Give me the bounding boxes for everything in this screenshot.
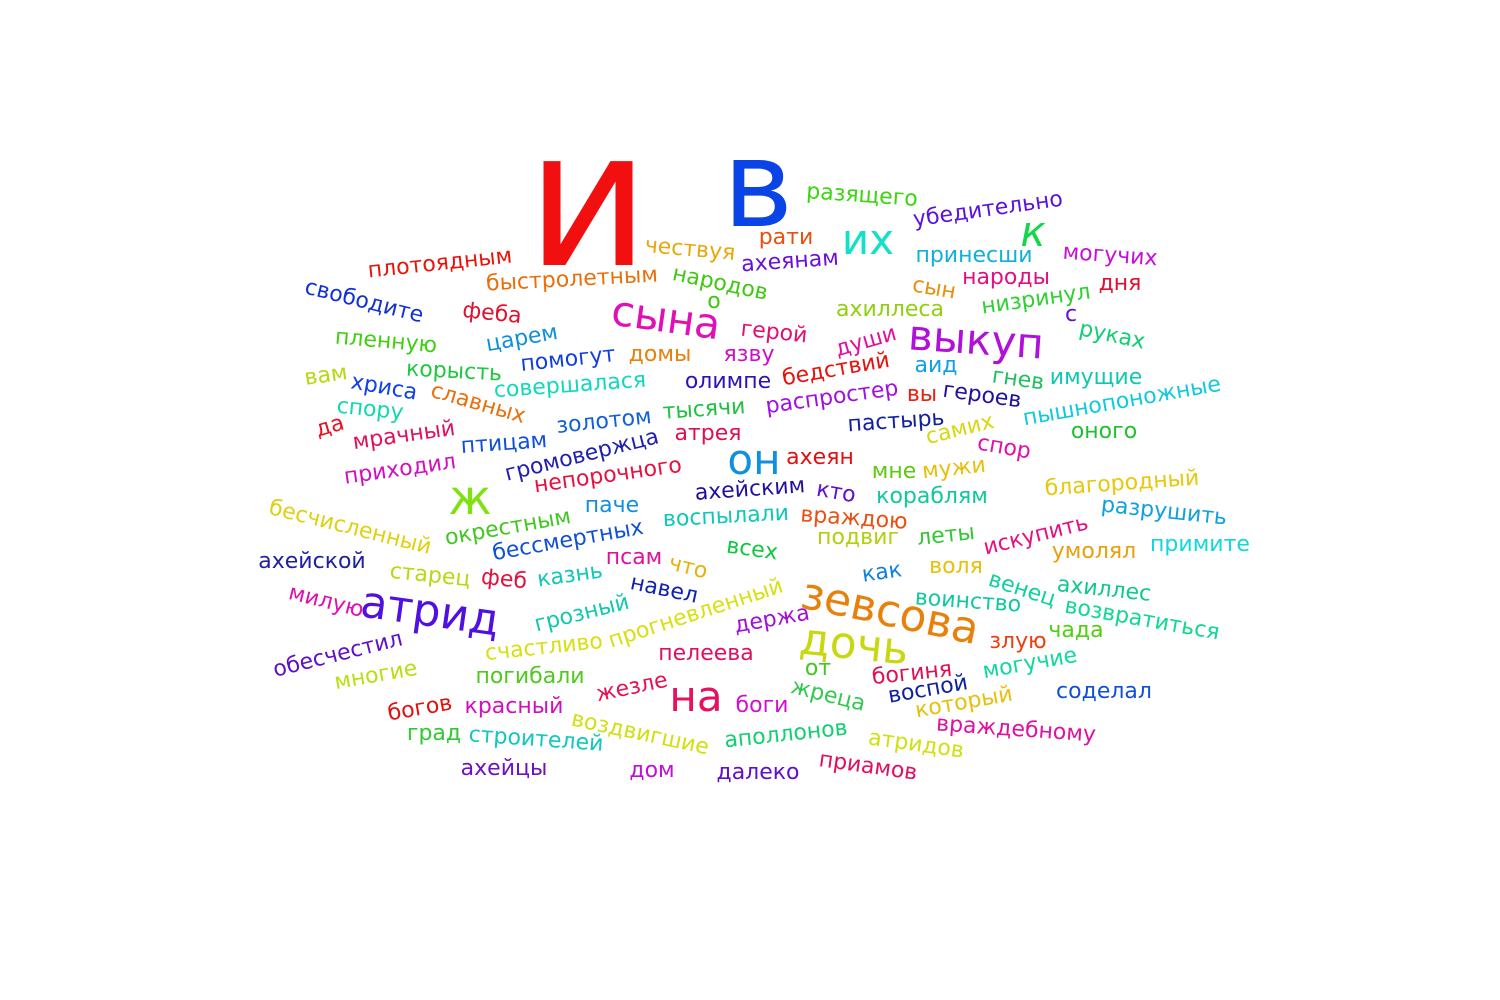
word-grad: град (406, 721, 462, 746)
word-psam: псам (605, 545, 663, 570)
word-aid: аид (914, 353, 958, 378)
word-prinesshi: принесши (915, 243, 1033, 268)
word-muzhi: мужи (920, 452, 987, 485)
word-prikhodil: приходил (342, 449, 458, 490)
word-chestvuya: чествуя (643, 233, 737, 266)
word-narody: народы (962, 265, 1050, 290)
word-zhezle: жезле (593, 667, 671, 708)
word-miluyu: милую (285, 580, 367, 623)
word-bogi: боги (735, 693, 789, 718)
word-akheyskim: ахейским (693, 473, 807, 506)
word-olimpe: олимпе (684, 369, 772, 394)
word-sovershalasya: совершалася (493, 367, 647, 404)
word-pache: паче (584, 493, 640, 518)
word-korablyam: кораблям (876, 484, 988, 509)
word-schastlivo: счастливо (483, 628, 605, 667)
word-rukakh: руках (1076, 316, 1148, 355)
word-volya: воля (929, 554, 983, 579)
word-kazn: казнь (535, 558, 605, 593)
word-umolyal: умолял (1051, 539, 1137, 564)
word-akheytsy: ахейцы (460, 756, 548, 781)
word-krasnyy: красный (464, 694, 564, 719)
word-pogibali: погибали (475, 664, 585, 689)
word-podvig: подвиг (817, 525, 899, 550)
word-v: в (722, 116, 794, 255)
word-zh: ж (448, 470, 492, 526)
word-mne: мне (871, 459, 917, 484)
word-domy: домы (628, 342, 692, 367)
word-da: да (312, 410, 348, 443)
word-dom: дом (629, 758, 675, 783)
word-zhretsa: жреца (788, 674, 868, 717)
word-sporu: спору (335, 393, 405, 426)
word-razrushit: разрушить (1099, 492, 1229, 531)
word-apollonov: аполлонов (723, 715, 849, 754)
word-k: к (1020, 207, 1046, 256)
word-on: он (727, 435, 781, 484)
word-akhillesa: ахиллеса (835, 297, 945, 322)
word-tysyachi: тысячи (661, 394, 747, 425)
word-ot: от (804, 656, 832, 681)
word-o: о (707, 289, 721, 314)
word-s: с (1064, 302, 1078, 327)
word-akheyanam: ахеянам (740, 245, 840, 278)
word-zluyu: злую (989, 629, 1047, 654)
word-vsekh: всех (724, 533, 780, 566)
word-sodelal: соделал (1056, 679, 1152, 704)
word-akheyskoy: ахейской (258, 549, 366, 574)
word-vospylali: воспылали (662, 500, 790, 533)
word-dnya: дня (1098, 271, 1142, 296)
word-atreya: атрея (674, 421, 742, 446)
word-primite: примите (1150, 532, 1250, 557)
word-vam: вам (302, 360, 349, 391)
word-moguchikh: могучих (1061, 239, 1159, 272)
word-yazvu: язву (723, 342, 775, 367)
word-i: и (526, 89, 650, 310)
word-imushchie: имущие (1049, 365, 1143, 390)
word-akheyan: ахеян (786, 445, 854, 470)
word-lety: леты (915, 520, 976, 551)
word-syna: сына (608, 285, 724, 350)
word-ikh: их (841, 215, 895, 264)
word-daleko: далеко (716, 760, 800, 785)
word-feb: феб (479, 564, 529, 595)
word-peleeva: пелеева (658, 641, 754, 666)
word-vy: вы (906, 382, 938, 407)
word-mrachnyy: мрачный (351, 415, 457, 456)
word-koryst: корысть (405, 356, 503, 387)
word-onogo: оного (1070, 419, 1138, 444)
word-rati: рати (758, 225, 814, 250)
word-chada: чада (1048, 618, 1104, 643)
word-svobodite: свободите (302, 274, 427, 329)
word-plennuyu: пленную (334, 324, 439, 359)
word-na: на (669, 672, 723, 721)
word-razyashchego: разящего (805, 179, 919, 212)
word-feba: феба (461, 297, 523, 330)
